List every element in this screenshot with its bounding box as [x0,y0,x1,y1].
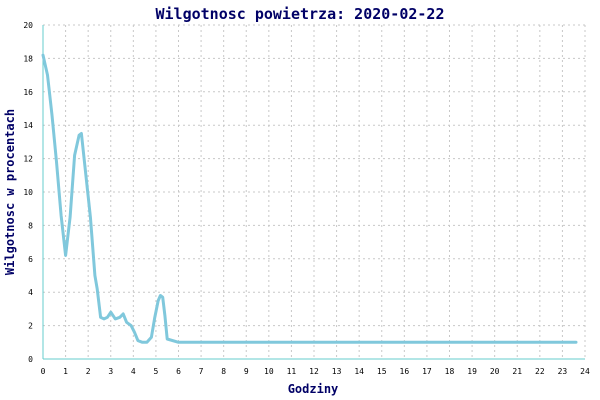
x-tick-label: 10 [264,367,274,376]
x-tick-label: 5 [154,367,159,376]
y-tick-label: 10 [23,188,33,197]
x-tick-label: 3 [108,367,113,376]
x-axis-label: Godziny [288,382,339,396]
x-tick-label: 1 [63,367,68,376]
x-tick-label: 8 [221,367,226,376]
humidity-series-line [41,53,578,344]
y-tick-label: 4 [28,288,33,297]
x-tick-label: 13 [332,367,342,376]
x-tick-label: 6 [176,367,181,376]
x-tick-label: 14 [354,367,364,376]
x-tick-label: 16 [400,367,410,376]
y-axis-label: Wilgotnosc w procentach [3,109,17,275]
y-tick-label: 8 [28,221,33,230]
y-tick-label: 18 [23,54,33,63]
y-tick-label: 6 [28,255,33,264]
x-tick-label: 20 [490,367,500,376]
x-tick-label: 7 [199,367,204,376]
x-tick-label: 22 [535,367,545,376]
series-layer [41,53,578,344]
x-tick-label: 9 [244,367,249,376]
x-tick-label: 18 [445,367,455,376]
grid [43,24,586,359]
y-tick-label: 16 [23,88,33,97]
x-tick-label: 15 [377,367,387,376]
x-tick-label: 2 [86,367,91,376]
tick-labels: 0 1 2 3 4 5 6 7 8 9 10 11 12 13 14 15 16 17 18 19 20 21 22 23 24… [23,21,590,376]
y-tick-label: 14 [23,121,33,130]
x-tick-label: 24 [580,367,590,376]
x-tick-label: 4 [131,367,136,376]
x-tick-label: 23 [558,367,568,376]
x-tick-label: 21 [512,367,522,376]
x-tick-label: 11 [287,367,297,376]
x-tick-label: 19 [467,367,477,376]
chart-title: Wilgotnosc powietrza: 2020-02-22 [156,5,445,23]
y-tick-label: 0 [28,355,33,364]
y-tick-label: 12 [23,155,33,164]
x-tick-label: 17 [422,367,432,376]
y-tick-label: 2 [28,322,33,331]
x-tick-label: 0 [41,367,46,376]
x-tick-label: 12 [309,367,319,376]
y-tick-label: 20 [23,21,33,30]
axes [42,25,585,360]
